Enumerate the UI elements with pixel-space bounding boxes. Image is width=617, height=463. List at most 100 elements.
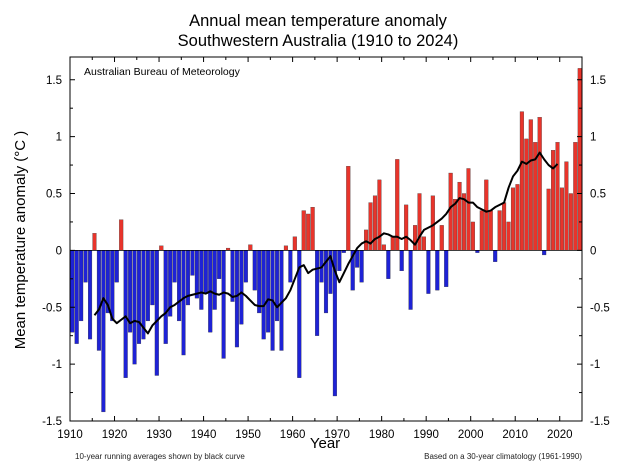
anomaly-bar-2008 — [506, 221, 511, 251]
x-tick-label: 1960 — [280, 429, 306, 441]
anomaly-bar-1944 — [221, 250, 226, 359]
anomaly-bar-1962 — [301, 210, 306, 251]
anomaly-bar-1958 — [283, 245, 288, 251]
anomaly-bar-1910 — [70, 250, 75, 333]
anomaly-bar-2011 — [519, 111, 524, 251]
y-tick-label-left: 0.5 — [46, 189, 62, 201]
y-tick-label-left: -1 — [52, 359, 62, 371]
plot-frame — [69, 56, 583, 422]
x-tick-label: 1950 — [235, 429, 261, 441]
anomaly-bar-1964 — [310, 206, 315, 251]
x-tick-label: 1940 — [191, 429, 217, 441]
anomaly-bar-1911 — [74, 250, 79, 344]
anomaly-bar-1929 — [154, 250, 159, 376]
anomaly-bar-1982 — [390, 236, 395, 251]
anomaly-bar-1975 — [359, 250, 364, 283]
anomaly-bar-1914 — [88, 250, 93, 340]
anomaly-bar-1916 — [96, 250, 101, 351]
anomaly-bar-1931 — [163, 250, 168, 344]
x-tick-label: 2000 — [458, 429, 484, 441]
anomaly-bar-2016 — [542, 250, 547, 256]
anomaly-bar-1989 — [421, 236, 426, 251]
x-tick-label: 1990 — [413, 429, 439, 441]
anomaly-bar-1959 — [288, 250, 293, 283]
climatology-note: Based on a 30-year climatology (1961-199… — [424, 452, 582, 461]
anomaly-bar-2021 — [564, 161, 569, 251]
anomaly-bar-1960 — [292, 236, 297, 251]
anomaly-bar-1922 — [123, 250, 128, 378]
anomaly-bar-1953 — [261, 250, 266, 340]
x-tick-label: 2010 — [502, 429, 528, 441]
y-axis-label: Mean temperature anomaly (°C ) — [12, 131, 29, 350]
anomaly-bar-1925 — [136, 250, 142, 344]
x-tick-label: 2020 — [547, 429, 573, 441]
y-tick-label-left: 0 — [56, 245, 62, 257]
anomaly-bar-1986 — [408, 250, 413, 310]
x-tick-label: 1920 — [102, 429, 128, 441]
anomaly-bars — [70, 68, 582, 413]
anomaly-bar-2019 — [555, 142, 560, 251]
x-tick-label: 1910 — [57, 429, 83, 441]
anomaly-bar-1999 — [466, 168, 471, 251]
anomaly-bar-2023 — [573, 142, 578, 251]
anomaly-bar-1939 — [199, 250, 204, 310]
anomaly-bar-2020 — [559, 187, 564, 251]
x-axis-label: Year — [310, 435, 340, 452]
anomaly-bar-2000 — [470, 221, 475, 251]
anomaly-bar-1919 — [110, 250, 115, 322]
anomaly-bar-1912 — [79, 250, 84, 322]
anomaly-bar-2015 — [537, 117, 542, 251]
anomaly-bar-1948 — [239, 250, 244, 325]
anomaly-bar-2018 — [551, 150, 556, 251]
anomaly-bar-1997 — [457, 181, 462, 251]
anomaly-bar-1950 — [248, 244, 253, 251]
anomaly-bar-1988 — [417, 193, 422, 251]
chart-subtitle: Southwestern Australia (1910 to 2024) — [178, 32, 459, 50]
anomaly-bar-2002 — [479, 210, 484, 251]
anomaly-bar-1934 — [177, 250, 182, 322]
anomaly-bar-1921 — [119, 219, 124, 251]
anomaly-bar-2003 — [484, 179, 489, 251]
y-tick-label-right: 0.5 — [590, 189, 606, 201]
y-tick-label-right: -1.5 — [590, 416, 610, 428]
anomaly-bar-1970 — [337, 250, 342, 272]
running-mean-curve — [93, 151, 559, 335]
anomaly-bar-1990 — [426, 250, 431, 294]
anomaly-bar-2007 — [502, 202, 507, 251]
anomaly-bar-1956 — [274, 250, 280, 322]
y-tick-label-left: 1 — [56, 132, 62, 144]
anomaly-bar-2017 — [546, 188, 551, 251]
x-tick-label: 1980 — [369, 429, 395, 441]
anomaly-bar-1995 — [448, 172, 453, 251]
anomaly-bar-1917 — [101, 250, 106, 413]
anomaly-bar-2010 — [515, 184, 520, 251]
chart-title: Annual mean temperature anomaly — [189, 12, 447, 30]
anomaly-bar-1938 — [194, 250, 199, 299]
anomaly-bar-1974 — [355, 250, 360, 268]
x-tick-label: 1930 — [146, 429, 172, 441]
axis-ticks: -1.5 -1.5 -1 -1 -0.5 -0.5 0 0 0.5 0.5 1 1 1.5 1.5 1910… — [42, 57, 610, 441]
anomaly-bar-1978 — [372, 195, 378, 251]
anomaly-bar-2013 — [528, 119, 533, 251]
anomaly-bar-1947 — [234, 250, 239, 348]
anomaly-bar-1949 — [243, 250, 248, 283]
anomaly-bar-1981 — [386, 250, 391, 279]
anomaly-bar-1994 — [444, 250, 449, 287]
anomaly-bar-1952 — [257, 250, 262, 314]
anomaly-bar-1946 — [230, 250, 235, 302]
anomaly-bar-1993 — [439, 225, 444, 251]
y-tick-label-right: -0.5 — [590, 302, 610, 314]
y-tick-label-right: 1 — [590, 132, 596, 144]
anomaly-bar-2012 — [524, 138, 529, 251]
anomaly-bar-1998 — [461, 193, 467, 251]
anomaly-bar-1965 — [315, 250, 320, 336]
anomaly-bar-1915 — [92, 233, 97, 251]
y-tick-label-left: -1.5 — [42, 416, 62, 428]
anomaly-bar-1991 — [430, 195, 435, 251]
anomaly-bar-2024 — [577, 68, 582, 251]
anomaly-bar-1992 — [435, 250, 440, 291]
anomaly-bar-2009 — [510, 187, 516, 251]
anomaly-bar-1984 — [399, 250, 404, 272]
anomaly-bar-1963 — [306, 213, 311, 251]
